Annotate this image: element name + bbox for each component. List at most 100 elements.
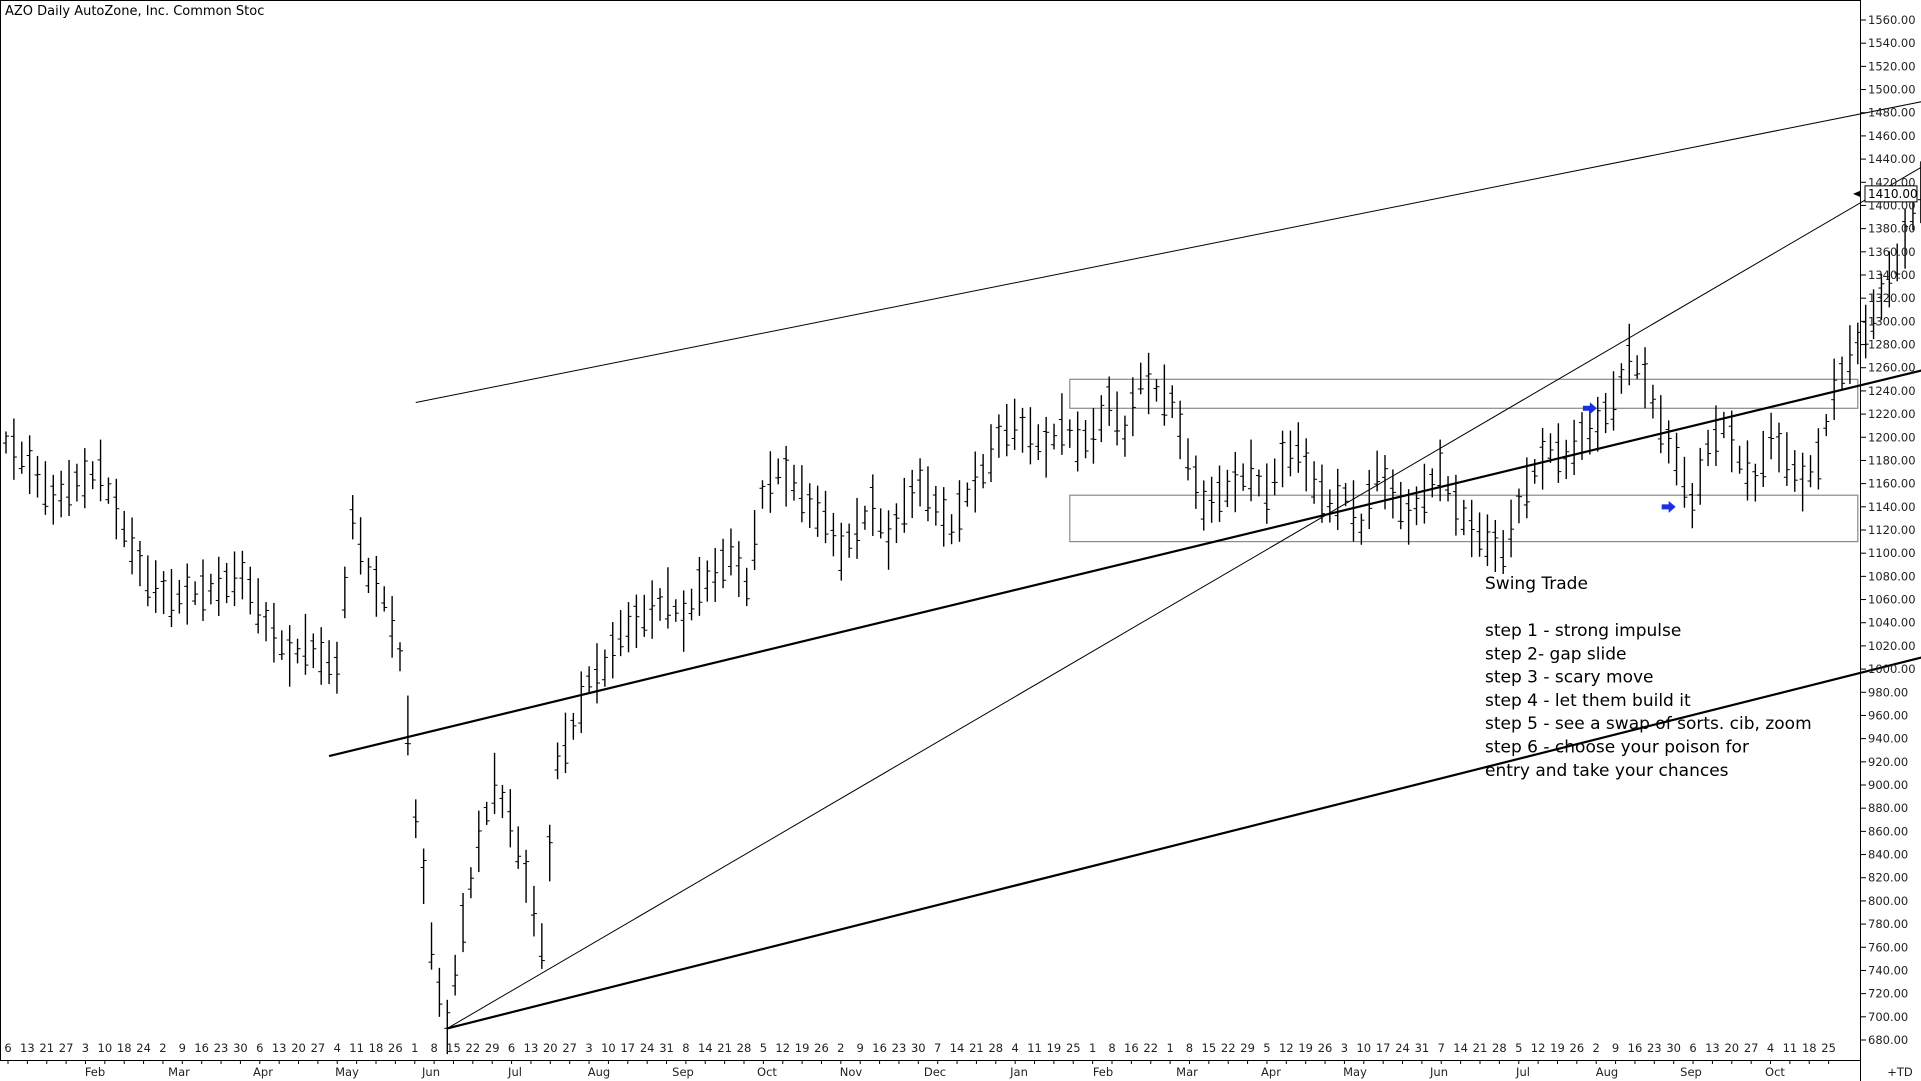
y-tick-label: 1120.00 (1868, 523, 1916, 537)
x-day-label: 1 (411, 1041, 418, 1055)
x-day-label: 16 (1124, 1041, 1139, 1055)
y-tick-label: 1520.00 (1868, 59, 1916, 73)
x-month-label: Feb (85, 1065, 105, 1079)
x-day-label: 25 (1066, 1041, 1081, 1055)
x-day-label: 4 (334, 1041, 341, 1055)
arrows (1582, 402, 1676, 513)
x-day-label: 21 (1473, 1041, 1488, 1055)
y-tick-label: 1540.00 (1868, 36, 1916, 50)
x-day-label: 29 (1240, 1041, 1255, 1055)
x-day-label: 30 (911, 1041, 926, 1055)
x-day-label: 26 (814, 1041, 829, 1055)
x-day-label: 6 (4, 1041, 11, 1055)
y-tick-label: 800.00 (1868, 894, 1908, 908)
x-day-label: 7 (934, 1041, 941, 1055)
x-day-label: 10 (601, 1041, 616, 1055)
x-day-label: 5 (1515, 1041, 1522, 1055)
note-line: step 5 - see a swap of sorts. cib, zoom (1485, 714, 1812, 734)
note-line: step 3 - scary move (1485, 668, 1654, 688)
x-month-label: Sep (672, 1065, 694, 1079)
x-day-label: 25 (1821, 1041, 1836, 1055)
x-month-label: Sep (1680, 1065, 1702, 1079)
x-day-label: 26 (1318, 1041, 1333, 1055)
x-month-label: Apr (253, 1065, 273, 1079)
y-tick-label: 1200.00 (1868, 430, 1916, 444)
y-tick-label: 1080.00 (1868, 569, 1916, 583)
y-tick-label: 1260.00 (1868, 361, 1916, 375)
x-day-label: 20 (543, 1041, 558, 1055)
x-month-label: Aug (588, 1065, 610, 1079)
x-day-label: 10 (98, 1041, 113, 1055)
x-day-label: 3 (1341, 1041, 1348, 1055)
x-day-label: 8 (682, 1041, 689, 1055)
y-tick-label: 920.00 (1868, 755, 1908, 769)
x-day-label: 19 (795, 1041, 810, 1055)
x-month-label: Feb (1093, 1065, 1113, 1079)
trend-line (328, 369, 1921, 758)
x-day-label: 6 (508, 1041, 515, 1055)
y-tick-label: 1240.00 (1868, 384, 1916, 398)
x-day-label: 5 (760, 1041, 767, 1055)
y-tick-label: 1180.00 (1868, 453, 1916, 467)
note-line: step 1 - strong impulse (1485, 621, 1681, 641)
x-day-label: 13 (524, 1041, 539, 1055)
y-tick-label: 1220.00 (1868, 407, 1916, 421)
y-tick-label: 1300.00 (1868, 314, 1916, 328)
note-line: step 4 - let them build it (1485, 691, 1691, 711)
chart-title: AZO Daily AutoZone, Inc. Common Stoc (5, 4, 264, 19)
x-day-label: 10 (1356, 1041, 1371, 1055)
x-day-label: 14 (698, 1041, 713, 1055)
x-day-label: 31 (659, 1041, 674, 1055)
x-month-label: May (1343, 1065, 1367, 1079)
y-tick-label: 1160.00 (1868, 477, 1916, 491)
y-tick-label: 1100.00 (1868, 546, 1916, 560)
x-day-label: 8 (1108, 1041, 1115, 1055)
x-day-label: 20 (1724, 1041, 1739, 1055)
x-day-label: 26 (1570, 1041, 1585, 1055)
y-tick-label: 1040.00 (1868, 616, 1916, 630)
x-day-label: 30 (233, 1041, 248, 1055)
x-day-label: 4 (1767, 1041, 1774, 1055)
x-day-label: 28 (988, 1041, 1003, 1055)
price-bars (3, 161, 1921, 1055)
x-day-label: 13 (1705, 1041, 1720, 1055)
x-day-label: 31 (1415, 1041, 1430, 1055)
y-tick-label: 1060.00 (1868, 593, 1916, 607)
y-tick-label: 1360.00 (1868, 245, 1916, 259)
x-day-label: 20 (291, 1041, 306, 1055)
note-line: entry and take your chances (1485, 761, 1729, 781)
note-line: step 2- gap slide (1485, 644, 1627, 664)
trend-lines (328, 101, 1921, 1030)
x-day-label: 24 (1395, 1041, 1410, 1055)
y-tick-label: 1380.00 (1868, 222, 1916, 236)
y-tick-label: 740.00 (1868, 963, 1908, 977)
x-day-label: 15 (446, 1041, 461, 1055)
y-tick-label: 880.00 (1868, 801, 1908, 815)
zones (1069, 378, 1859, 543)
x-day-label: 13 (272, 1041, 287, 1055)
x-day-label: 27 (1744, 1041, 1759, 1055)
x-day-label: 2 (1593, 1041, 1600, 1055)
x-day-label: 22 (1143, 1041, 1158, 1055)
x-day-label: 14 (950, 1041, 965, 1055)
x-day-label: 13 (20, 1041, 35, 1055)
x-month-label: Apr (1261, 1065, 1281, 1079)
x-month-label: Dec (924, 1065, 946, 1079)
y-tick-label: 720.00 (1868, 987, 1908, 1001)
y-tick-label: 1000.00 (1868, 662, 1916, 676)
y-tick-label: 840.00 (1868, 848, 1908, 862)
x-day-label: 23 (1647, 1041, 1662, 1055)
x-day-label: 11 (349, 1041, 364, 1055)
x-day-label: 3 (585, 1041, 592, 1055)
x-month-label: Jan (1009, 1065, 1028, 1079)
x-day-label: 29 (485, 1041, 500, 1055)
x-month-label: Mar (1176, 1065, 1198, 1079)
x-month-label: Jul (507, 1065, 522, 1079)
x-day-label: 14 (1453, 1041, 1468, 1055)
y-tick-label: 900.00 (1868, 778, 1908, 792)
y-tick-label: 780.00 (1868, 917, 1908, 931)
x-day-label: 1 (1166, 1041, 1173, 1055)
y-tick-label: 1340.00 (1868, 268, 1916, 282)
x-day-label: 28 (737, 1041, 752, 1055)
